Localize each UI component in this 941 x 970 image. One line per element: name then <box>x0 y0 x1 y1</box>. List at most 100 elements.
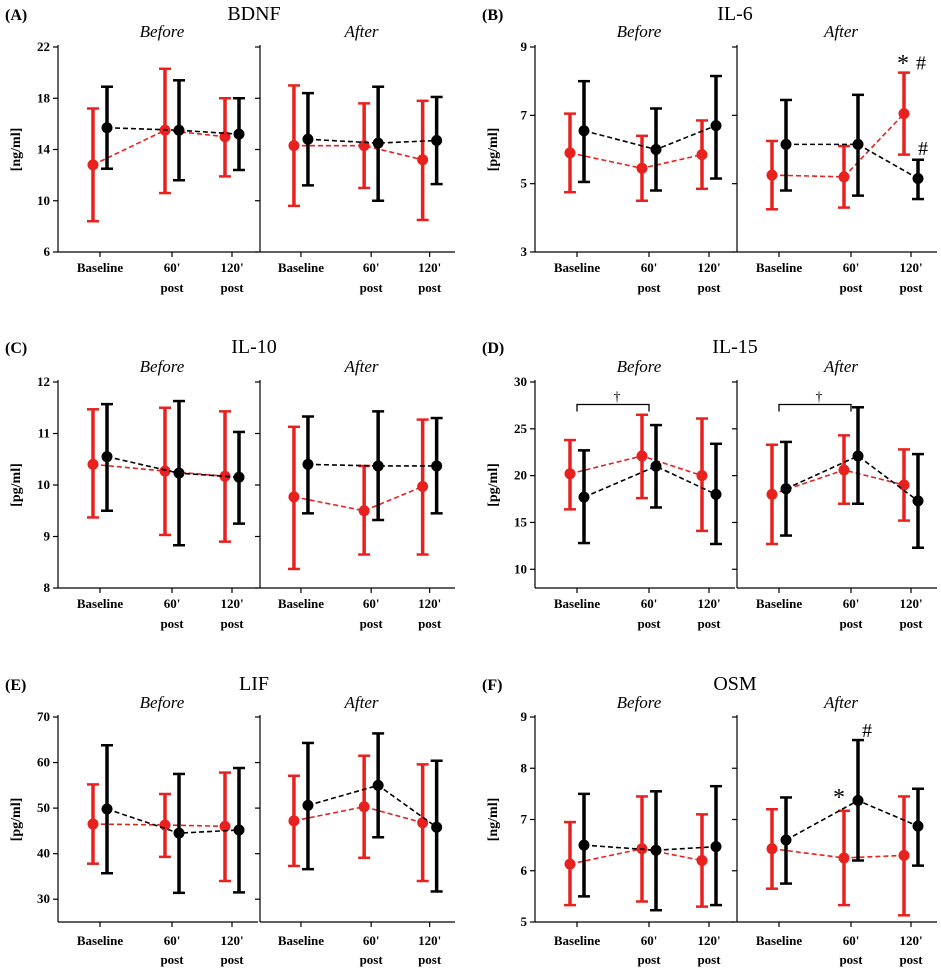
y-tick-label: 3 <box>521 244 528 259</box>
y-tick-label: 5 <box>521 914 528 929</box>
series-black <box>780 738 924 885</box>
panel-letter: (E) <box>5 677 26 694</box>
series-black <box>578 784 722 912</box>
series-line <box>307 463 437 467</box>
data-point <box>898 108 910 120</box>
series-line <box>771 847 905 859</box>
series-line <box>583 465 717 498</box>
chart-title: LIF <box>239 673 269 695</box>
x-tick-label: 120' <box>899 260 922 275</box>
data-point <box>173 827 185 839</box>
x-tick-sublabel: post <box>697 952 721 967</box>
chart-title: OSM <box>713 673 757 695</box>
x-tick-label: Baseline <box>554 596 600 611</box>
y-tick-label: 40 <box>37 846 50 861</box>
data-point <box>898 849 910 861</box>
data-point <box>302 799 314 811</box>
x-tick-sublabel: post <box>637 280 661 295</box>
data-point <box>650 144 662 155</box>
significance-mark: # <box>862 720 872 742</box>
data-point <box>219 470 231 482</box>
series-line <box>569 455 703 477</box>
panel-letter: (A) <box>5 7 27 24</box>
y-tick-label: 70 <box>37 709 50 724</box>
series-red <box>87 771 231 883</box>
data-point <box>912 173 924 185</box>
x-tick-label: Baseline <box>77 596 123 611</box>
series-line <box>786 143 919 180</box>
subpanel-title: After <box>344 357 379 376</box>
x-tick-label: 60' <box>641 596 658 611</box>
x-tick-label: 120' <box>899 596 922 611</box>
panel-letter: (B) <box>482 7 503 24</box>
series-line <box>293 805 423 824</box>
panel-letter: (F) <box>482 677 502 694</box>
data-point <box>838 464 850 476</box>
data-point <box>288 815 300 827</box>
series-line <box>92 129 226 166</box>
y-tick-label: 7 <box>521 107 528 122</box>
series-black <box>578 423 722 546</box>
series-black <box>101 399 245 547</box>
y-tick-label: 5 <box>521 176 528 191</box>
y-tick-label: 60 <box>37 755 50 770</box>
data-point <box>710 488 722 500</box>
y-tick-label: 10 <box>37 193 50 208</box>
x-tick-label: 60' <box>363 260 380 275</box>
x-tick-sublabel: post <box>899 280 923 295</box>
data-point <box>101 122 113 134</box>
subpanel-before: 10 15 20 25 30 Before Baseline 60' post 120' post † <box>514 357 735 631</box>
significance-mark: # <box>918 138 928 160</box>
x-tick-label: Baseline <box>278 260 324 275</box>
chart-il-15: (D) IL-15 [pg/ml] 10 15 20 25 30 Before Baseline 6… <box>482 336 937 631</box>
y-axis-label: [ng/ml] <box>486 798 501 842</box>
data-point <box>838 852 850 864</box>
y-axis-label: [pg/ml] <box>486 128 501 172</box>
y-axis-label: [ng/ml] <box>9 128 24 172</box>
data-point <box>578 491 590 503</box>
x-tick-label: 120' <box>220 260 243 275</box>
data-point <box>852 138 864 150</box>
significance-mark: † <box>816 390 823 405</box>
x-tick-label: Baseline <box>278 933 324 948</box>
series-red <box>287 418 429 571</box>
x-tick-label: 60' <box>843 933 860 948</box>
series-black <box>780 406 924 549</box>
series-red <box>564 795 708 908</box>
series-red <box>766 434 910 546</box>
data-point <box>650 844 662 856</box>
x-tick-label: 60' <box>363 933 380 948</box>
series-line <box>92 823 226 828</box>
data-point <box>372 137 384 149</box>
subpanel-before: 30 40 50 60 70 Before Baseline 60' post 120' post <box>37 693 258 967</box>
y-tick-label: 9 <box>44 529 51 544</box>
data-point <box>578 125 590 137</box>
data-point <box>233 824 245 836</box>
subpanel-after: After Baseline 60' post 120' post * # # <box>732 22 937 295</box>
data-point <box>417 481 429 493</box>
data-point <box>564 468 576 480</box>
series-line <box>569 847 703 865</box>
x-tick-label: Baseline <box>756 596 802 611</box>
x-tick-sublabel: post <box>360 616 384 631</box>
data-point <box>431 460 443 472</box>
chart-lif: (E) LIF [pg/ml] 30 40 50 60 70 Before Baseline 60'… <box>5 673 455 967</box>
x-tick-sublabel: post <box>160 952 184 967</box>
x-tick-label: 120' <box>220 596 243 611</box>
x-tick-label: 120' <box>697 933 720 948</box>
subpanel-title: Before <box>617 357 662 376</box>
data-point <box>358 505 370 517</box>
significance-bracket <box>778 403 852 412</box>
data-point <box>101 803 113 815</box>
data-point <box>233 471 245 483</box>
x-tick-sublabel: post <box>418 280 442 295</box>
data-point <box>87 159 99 171</box>
x-tick-label: 120' <box>697 596 720 611</box>
subpanel-title: Before <box>140 693 185 712</box>
y-tick-label: 9 <box>521 39 528 54</box>
series-line <box>106 808 240 834</box>
data-point <box>358 801 370 813</box>
data-point <box>219 820 231 832</box>
data-point <box>912 495 924 507</box>
